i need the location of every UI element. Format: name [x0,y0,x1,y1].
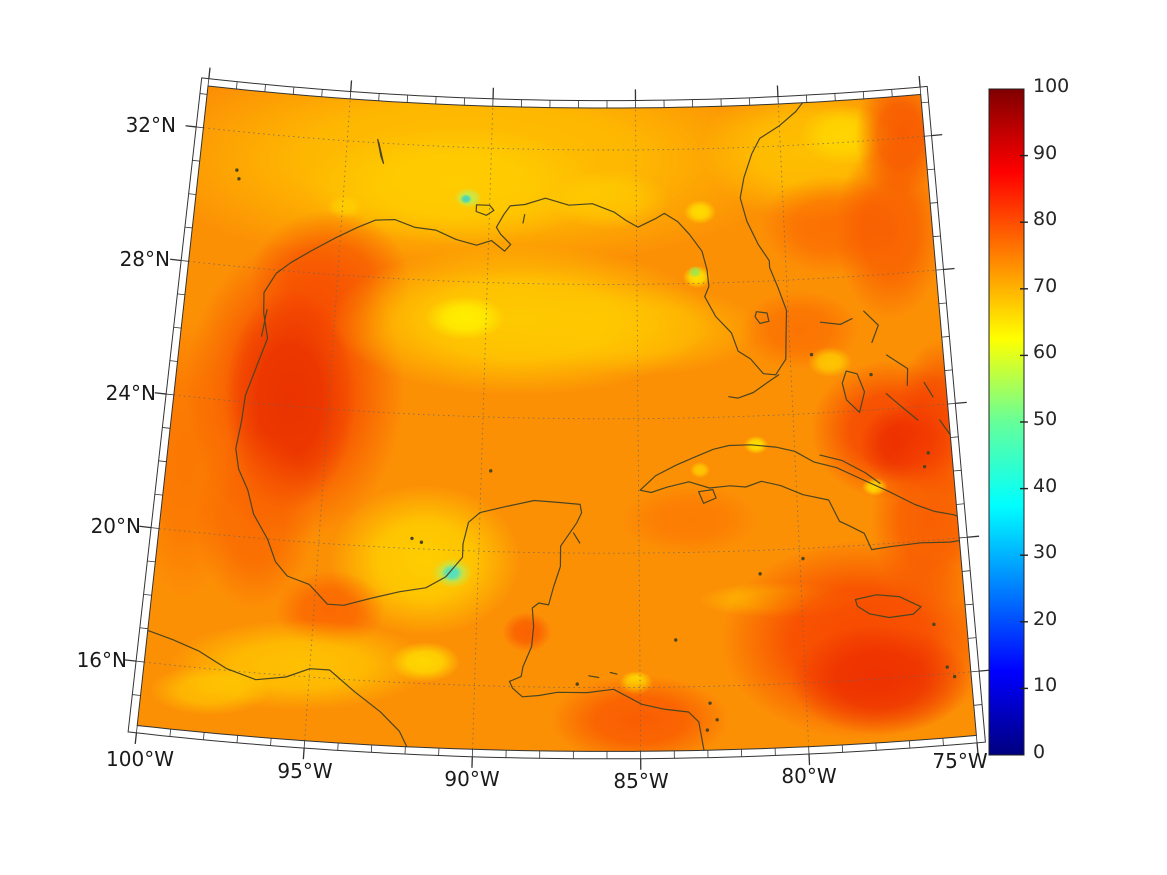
coastline-path [235,93,810,752]
colorbar-label-20: 20 [1033,608,1058,630]
coastline-path [588,675,600,679]
coastline-path [923,381,934,398]
colorbar-label-40: 40 [1033,475,1058,497]
coastline-path [475,204,495,216]
coastline-path [819,454,881,484]
colorbar-label-70: 70 [1033,275,1058,297]
coastline-path [572,532,581,544]
colorbar [988,88,1028,756]
map-frame [123,67,992,770]
coastline-path [885,393,919,421]
coastline-path [728,374,780,399]
coastline-path [841,370,866,413]
lon-label-100w: 100°W [106,747,174,771]
colorbar-label-30: 30 [1033,541,1058,563]
colorbar-label-90: 90 [1033,142,1058,164]
coastline-path [522,214,526,224]
coastline-path [698,489,717,504]
coastline-path [819,318,853,325]
lon-label-75w: 75°W [932,749,988,773]
colorbar-label-10: 10 [1033,674,1058,696]
colorbar-label-60: 60 [1033,341,1058,363]
heat-field [137,86,977,752]
coastline-path [377,138,385,164]
lat-label-32n: 32°N [125,113,176,137]
colorbar-label-0: 0 [1033,741,1046,763]
colorbar-gradient [988,88,1025,756]
coastline-path [886,354,909,386]
lon-label-90w: 90°W [444,767,500,791]
lat-label-20n: 20°N [90,514,141,538]
lat-label-28n: 28°N [119,247,170,271]
coastline-path [609,671,618,675]
lon-label-95w: 95°W [277,759,333,783]
coastline-path [261,309,268,337]
coastline-path [754,311,770,324]
lon-label-85w: 85°W [613,769,669,793]
colorbar-label-80: 80 [1033,208,1058,230]
colorbar-label-50: 50 [1033,408,1058,430]
lon-label-80w: 80°W [781,764,837,788]
colorbar-label-100: 100 [1033,75,1070,97]
lat-label-24n: 24°N [105,381,156,405]
coastline-path [863,310,879,344]
lat-label-16n: 16°N [76,648,127,672]
coastline-path [147,629,410,751]
coastline-path [854,594,922,619]
